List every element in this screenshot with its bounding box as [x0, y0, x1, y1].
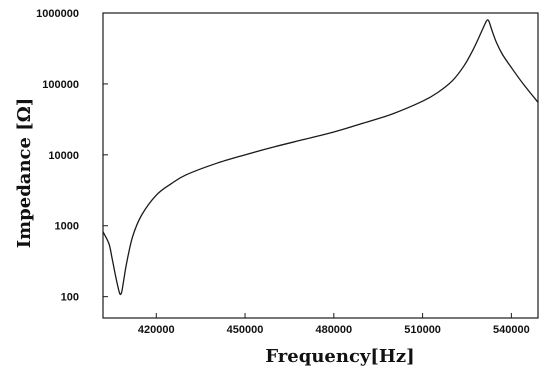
x-tick-label: 480000: [315, 324, 352, 336]
y-tick-label: 100000: [42, 79, 79, 91]
x-tick-label: 510000: [404, 324, 441, 336]
x-tick-label: 450000: [227, 324, 264, 336]
y-tick-label: 1000000: [36, 8, 79, 20]
y-tick-label: 1000: [55, 221, 79, 233]
plot-frame: [102, 12, 539, 319]
y-axis-label: Impedance [Ω]: [14, 98, 35, 249]
x-tick-label: 540000: [493, 324, 530, 336]
y-tick-label: 10000: [48, 150, 79, 162]
y-axis-ticks: 100 1000 10000 100000 1000000: [36, 8, 108, 304]
x-axis-label: Frequency[Hz]: [265, 346, 414, 367]
x-axis-ticks: 420000 450000 480000 510000 540000: [138, 313, 530, 336]
plot-area: [102, 12, 539, 319]
x-tick-label: 420000: [138, 324, 175, 336]
impedance-series-line: [102, 19, 539, 296]
y-tick-label: 100: [61, 292, 79, 304]
